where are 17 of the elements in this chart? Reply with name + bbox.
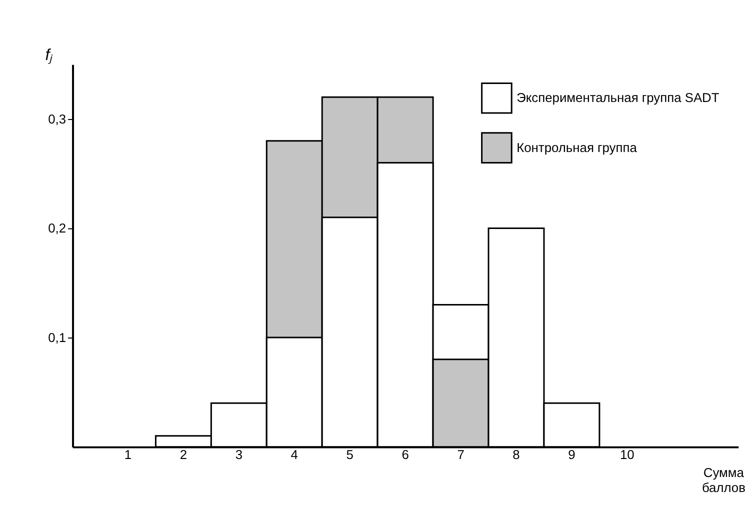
x-tick-label: 5 [346,447,354,462]
legend-label: Контрольная группа [516,140,638,155]
y-tick-label: 0,3 [48,111,66,126]
y-axis-title: fⱼ [45,46,54,64]
x-tick-label: 3 [235,447,243,462]
y-tick-label: 0,1 [48,330,66,346]
x-axis-title: Сумма баллов [702,465,746,496]
x-tick-label: 9 [568,447,576,462]
legend-label: Экспериментальная группа SADT [516,90,720,106]
y-tick-label: 0,2 [48,220,66,236]
x-tick-label: 10 [620,447,634,462]
x-tick-label: 7 [457,447,464,462]
x-tick-label: 4 [290,447,298,462]
x-tick-label: 6 [402,447,409,462]
x-tick-label: 2 [180,447,188,462]
x-tick-label: 8 [512,447,520,462]
x-tick-label: 1 [124,447,132,462]
